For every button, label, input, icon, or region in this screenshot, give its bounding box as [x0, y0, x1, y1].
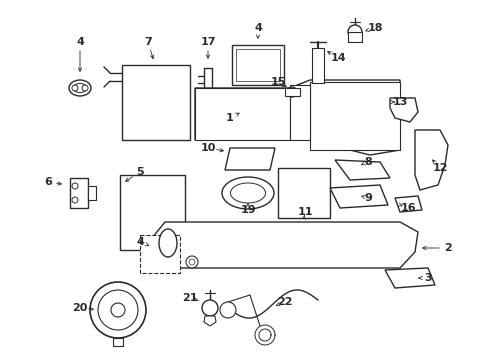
- Polygon shape: [334, 160, 389, 180]
- Text: 10: 10: [200, 143, 215, 153]
- Polygon shape: [329, 185, 387, 208]
- Circle shape: [72, 85, 78, 91]
- Circle shape: [82, 85, 88, 91]
- Circle shape: [90, 282, 146, 338]
- Ellipse shape: [69, 80, 91, 96]
- Bar: [231, 45, 284, 85]
- Bar: [347, 32, 361, 42]
- Bar: [278, 168, 329, 218]
- Circle shape: [185, 256, 198, 268]
- Circle shape: [347, 25, 361, 39]
- Text: 22: 22: [277, 297, 292, 307]
- Text: 19: 19: [240, 205, 255, 215]
- Text: 13: 13: [391, 97, 407, 107]
- Circle shape: [72, 183, 78, 189]
- Text: 15: 15: [270, 77, 285, 87]
- Bar: [140, 235, 180, 273]
- Bar: [120, 175, 184, 250]
- Polygon shape: [414, 130, 447, 190]
- Polygon shape: [148, 222, 417, 268]
- Text: 4: 4: [254, 23, 262, 33]
- Bar: [311, 48, 324, 83]
- Text: 8: 8: [364, 157, 371, 167]
- Circle shape: [98, 290, 138, 330]
- Text: 21: 21: [182, 293, 197, 303]
- Text: 4: 4: [136, 237, 143, 247]
- Polygon shape: [224, 148, 274, 170]
- Circle shape: [111, 303, 125, 317]
- Bar: [195, 88, 289, 140]
- Text: 17: 17: [200, 37, 215, 47]
- Polygon shape: [203, 316, 216, 326]
- Bar: [285, 88, 299, 96]
- Polygon shape: [384, 268, 434, 288]
- Bar: [309, 82, 399, 150]
- Ellipse shape: [230, 183, 265, 203]
- Bar: [289, 85, 309, 140]
- Circle shape: [189, 259, 195, 265]
- Text: 11: 11: [297, 207, 312, 217]
- Circle shape: [286, 87, 296, 97]
- Text: 3: 3: [423, 273, 431, 283]
- Text: 9: 9: [364, 193, 371, 203]
- Ellipse shape: [73, 84, 87, 93]
- Text: 14: 14: [329, 53, 345, 63]
- Text: 18: 18: [366, 23, 382, 33]
- Bar: [70, 178, 88, 208]
- Text: 16: 16: [399, 203, 415, 213]
- Text: 5: 5: [136, 167, 143, 177]
- Circle shape: [72, 197, 78, 203]
- Polygon shape: [113, 338, 123, 346]
- Text: 4: 4: [76, 37, 84, 47]
- Text: 2: 2: [443, 243, 451, 253]
- Text: 6: 6: [44, 177, 52, 187]
- Text: 7: 7: [144, 37, 152, 47]
- Text: 1: 1: [225, 113, 233, 123]
- Bar: [88, 186, 96, 200]
- Ellipse shape: [159, 229, 177, 257]
- Polygon shape: [394, 196, 421, 212]
- Polygon shape: [195, 80, 399, 155]
- Circle shape: [202, 300, 218, 316]
- Ellipse shape: [222, 177, 273, 209]
- Polygon shape: [389, 98, 417, 122]
- Bar: [236, 49, 280, 81]
- Text: 12: 12: [431, 163, 447, 173]
- Text: 20: 20: [72, 303, 87, 313]
- Bar: [122, 65, 190, 140]
- Circle shape: [220, 302, 236, 318]
